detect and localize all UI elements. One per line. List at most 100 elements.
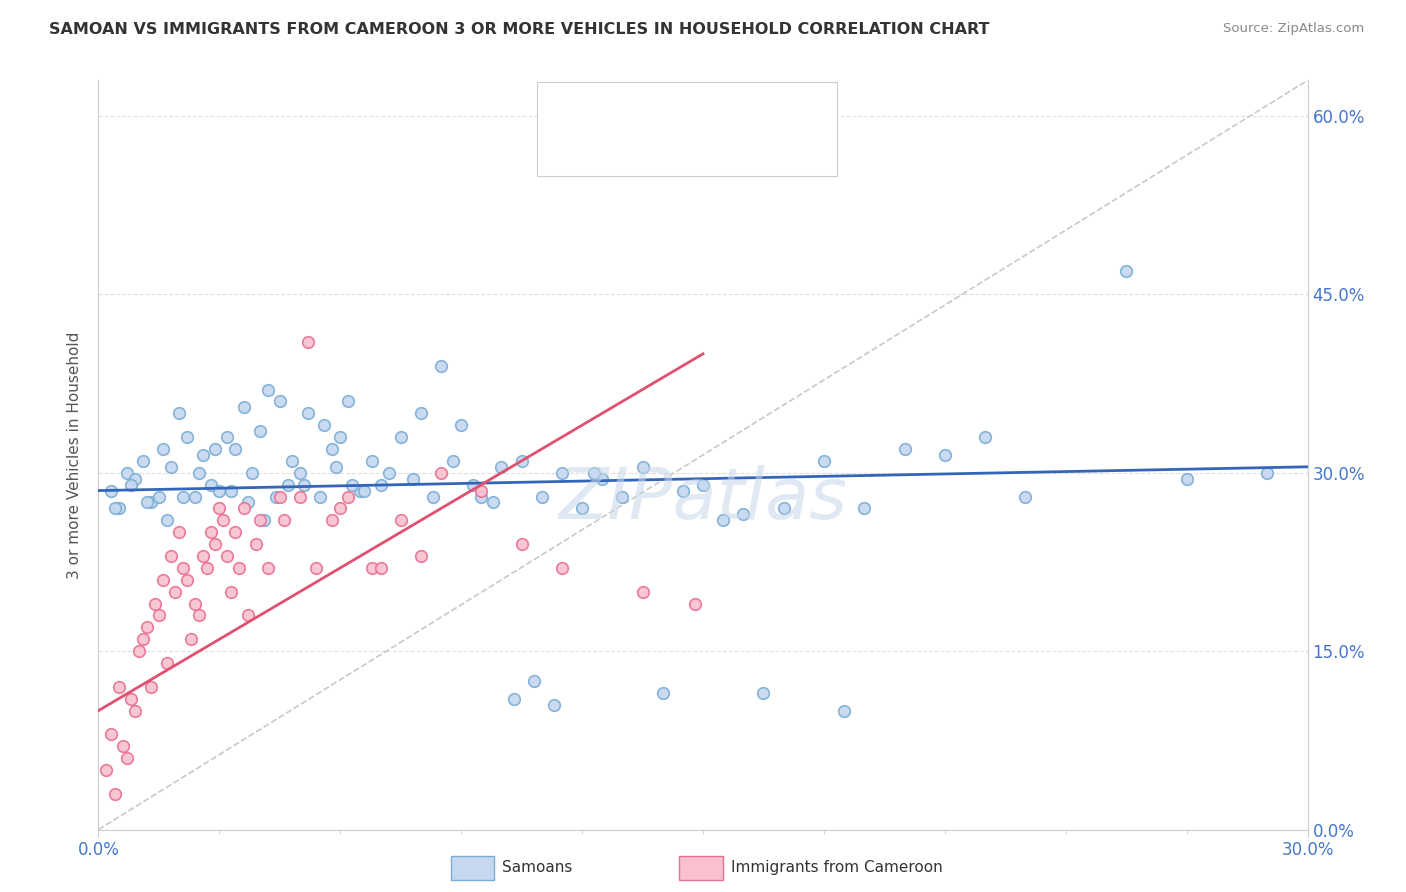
Point: [583, 466, 606, 480]
Point: [103, 501, 125, 516]
Point: [523, 673, 546, 688]
Point: [571, 501, 593, 516]
Point: [631, 584, 654, 599]
Point: [249, 424, 271, 438]
Point: [288, 490, 311, 504]
Point: [253, 513, 276, 527]
Point: [543, 698, 565, 712]
Point: [111, 739, 134, 754]
Point: [124, 704, 146, 718]
Point: [409, 549, 432, 563]
Point: [683, 597, 706, 611]
Point: [281, 454, 304, 468]
Point: [273, 513, 295, 527]
Point: [193, 549, 215, 563]
Point: [389, 513, 412, 527]
Point: [402, 472, 425, 486]
Point: [305, 561, 328, 575]
Point: [100, 727, 122, 741]
Point: [631, 459, 654, 474]
Point: [188, 466, 211, 480]
Point: [692, 477, 714, 491]
Point: [107, 501, 129, 516]
Point: [245, 537, 267, 551]
FancyBboxPatch shape: [679, 856, 723, 880]
Y-axis label: 3 or more Vehicles in Household: 3 or more Vehicles in Household: [67, 331, 83, 579]
Point: [176, 430, 198, 444]
Point: [160, 459, 183, 474]
Point: [752, 686, 775, 700]
Point: [204, 442, 226, 456]
Point: [132, 454, 155, 468]
Point: [463, 477, 485, 491]
Point: [325, 459, 347, 474]
Point: [329, 501, 352, 516]
Point: [1115, 263, 1137, 277]
Point: [491, 459, 513, 474]
Point: [228, 561, 250, 575]
FancyBboxPatch shape: [547, 133, 591, 169]
Point: [733, 508, 755, 522]
Point: [292, 477, 315, 491]
Point: [184, 490, 207, 504]
Point: [377, 466, 399, 480]
Point: [893, 442, 915, 456]
Point: [502, 691, 524, 706]
Point: [195, 561, 218, 575]
Point: [156, 656, 179, 670]
Point: [236, 608, 259, 623]
Point: [510, 537, 533, 551]
Point: [200, 477, 222, 491]
Point: [430, 466, 453, 480]
Point: [361, 454, 384, 468]
Point: [115, 466, 138, 480]
Point: [297, 406, 319, 420]
Point: [342, 477, 364, 491]
Point: [256, 383, 278, 397]
Point: [711, 513, 734, 527]
Point: [470, 483, 492, 498]
Point: [422, 490, 444, 504]
Point: [232, 501, 254, 516]
Point: [120, 477, 142, 491]
Point: [813, 454, 835, 468]
Point: [221, 483, 243, 498]
Point: [180, 632, 202, 647]
Point: [832, 704, 855, 718]
FancyBboxPatch shape: [547, 89, 591, 124]
Point: [551, 561, 574, 575]
Point: [1175, 472, 1198, 486]
Point: [361, 561, 384, 575]
Point: [115, 751, 138, 765]
FancyBboxPatch shape: [537, 82, 838, 177]
Point: [132, 632, 155, 647]
Point: [591, 472, 613, 486]
Point: [139, 495, 162, 509]
Point: [152, 573, 174, 587]
Point: [297, 334, 319, 349]
Point: [370, 477, 392, 491]
Point: [172, 490, 194, 504]
Point: [409, 406, 432, 420]
Point: [314, 418, 336, 433]
Point: [96, 763, 118, 777]
Text: Immigrants from Cameroon: Immigrants from Cameroon: [731, 861, 942, 875]
Point: [221, 584, 243, 599]
Point: [167, 525, 190, 540]
Text: R = 0.035   N = 88: R = 0.035 N = 88: [602, 99, 768, 114]
Point: [148, 490, 170, 504]
Point: [277, 477, 299, 491]
Point: [135, 620, 157, 634]
Text: ZIPatlas: ZIPatlas: [558, 466, 848, 534]
Point: [193, 448, 215, 462]
Point: [148, 608, 170, 623]
Point: [329, 430, 352, 444]
Point: [510, 454, 533, 468]
Point: [1014, 490, 1036, 504]
Point: [264, 490, 287, 504]
Point: [224, 442, 246, 456]
Point: [370, 561, 392, 575]
Point: [167, 406, 190, 420]
Point: [441, 454, 464, 468]
Point: [224, 525, 246, 540]
